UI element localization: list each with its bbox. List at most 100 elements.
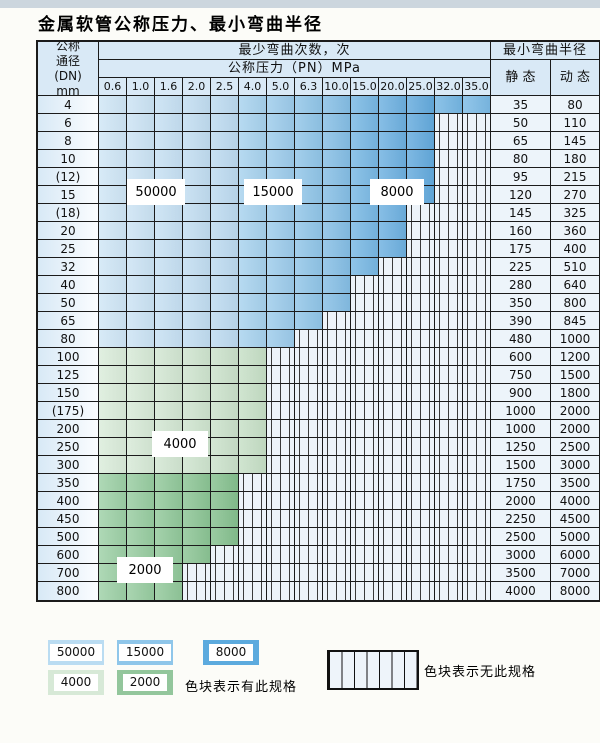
spec-cell — [99, 366, 127, 384]
no-spec-hatch-cell — [267, 348, 295, 366]
no-spec-hatch-cell — [379, 546, 407, 564]
no-spec-hatch-cell — [323, 312, 351, 330]
spec-cell — [379, 150, 407, 168]
no-spec-hatch-cell — [267, 528, 295, 546]
no-spec-hatch-cell — [267, 564, 295, 582]
spec-cell — [295, 168, 323, 186]
pressure-col-header: 1.0 — [127, 78, 155, 96]
no-spec-hatch-cell — [379, 330, 407, 348]
dynamic-value: 1800 — [551, 384, 599, 402]
no-spec-hatch-cell — [267, 510, 295, 528]
no-spec-hatch-cell — [323, 348, 351, 366]
no-spec-hatch-cell — [435, 114, 463, 132]
spec-cell — [127, 294, 155, 312]
no-spec-hatch-cell — [239, 582, 267, 600]
dynamic-value: 325 — [551, 204, 599, 222]
no-spec-hatch-cell — [379, 582, 407, 600]
no-spec-hatch-cell — [295, 582, 323, 600]
no-spec-hatch-cell — [435, 132, 463, 150]
legend-swatch-50000: 50000 — [48, 640, 104, 665]
spec-cell — [267, 114, 295, 132]
no-spec-hatch-cell — [407, 366, 435, 384]
dynamic-value: 510 — [551, 258, 599, 276]
spec-cell — [155, 366, 183, 384]
static-value: 3000 — [491, 546, 551, 564]
spec-cell — [155, 492, 183, 510]
spec-cell — [127, 330, 155, 348]
legend-swatch-2000: 2000 — [117, 670, 173, 695]
spec-cell — [155, 348, 183, 366]
pressure-col-header: 20.0 — [379, 78, 407, 96]
no-spec-hatch-cell — [183, 564, 211, 582]
spec-cell — [351, 222, 379, 240]
pressure-col-header: 4.0 — [239, 78, 267, 96]
no-spec-hatch-cell — [435, 312, 463, 330]
dn-cell: 200 — [38, 420, 99, 438]
no-spec-hatch-cell — [295, 510, 323, 528]
no-spec-hatch-cell — [323, 510, 351, 528]
no-spec-hatch-cell — [351, 528, 379, 546]
no-spec-hatch-cell — [267, 402, 295, 420]
no-spec-hatch-cell — [407, 330, 435, 348]
dn-cell: 150 — [38, 384, 99, 402]
no-spec-hatch-cell — [407, 510, 435, 528]
dn-cell: 50 — [38, 294, 99, 312]
no-spec-hatch-cell — [435, 240, 463, 258]
spec-cell — [239, 330, 267, 348]
spec-cell — [99, 438, 127, 456]
legend-label-15000: 15000 — [118, 643, 172, 662]
no-spec-hatch-cell — [407, 456, 435, 474]
legend-hatch-swatch — [327, 650, 419, 690]
no-spec-hatch-cell — [351, 546, 379, 564]
spec-cell — [127, 348, 155, 366]
spec-cell — [211, 240, 239, 258]
spec-cell — [239, 204, 267, 222]
dn-cell: 700 — [38, 564, 99, 582]
spec-cell — [127, 420, 155, 438]
spec-cell — [351, 114, 379, 132]
cycles-label-50000: 50000 — [127, 179, 185, 205]
bend-times-header: 最少弯曲次数，次 — [99, 42, 491, 60]
spec-cell — [239, 240, 267, 258]
no-spec-hatch-cell — [379, 474, 407, 492]
no-spec-hatch-cell — [379, 348, 407, 366]
no-spec-hatch-cell — [351, 348, 379, 366]
spec-cell — [183, 402, 211, 420]
spec-cell — [267, 312, 295, 330]
no-spec-hatch-cell — [295, 546, 323, 564]
dn-cell: 40 — [38, 276, 99, 294]
no-spec-hatch-cell — [351, 510, 379, 528]
no-spec-hatch-cell — [463, 528, 491, 546]
no-spec-hatch-cell — [351, 420, 379, 438]
spec-cell — [183, 150, 211, 168]
spec-cell — [155, 582, 183, 600]
no-spec-hatch-cell — [267, 474, 295, 492]
no-spec-hatch-cell — [267, 366, 295, 384]
spec-cell — [155, 294, 183, 312]
no-spec-hatch-cell — [323, 330, 351, 348]
spec-cell — [239, 438, 267, 456]
no-spec-hatch-cell — [463, 402, 491, 420]
spec-cell — [211, 438, 239, 456]
no-spec-hatch-cell — [351, 456, 379, 474]
spec-cell — [127, 528, 155, 546]
spec-cell — [239, 222, 267, 240]
static-value: 65 — [491, 132, 551, 150]
spec-cell — [239, 96, 267, 114]
spec-cell — [267, 258, 295, 276]
dynamic-value: 4500 — [551, 510, 599, 528]
spec-cell — [239, 402, 267, 420]
spec-cell — [183, 312, 211, 330]
pressure-col-header: 32.0 — [435, 78, 463, 96]
spec-cell — [183, 456, 211, 474]
spec-cell — [127, 582, 155, 600]
no-spec-hatch-cell — [267, 384, 295, 402]
spec-cell — [351, 150, 379, 168]
no-spec-hatch-cell — [435, 474, 463, 492]
spec-cell — [323, 240, 351, 258]
legend-label-2000: 2000 — [122, 673, 168, 692]
dynamic-value: 800 — [551, 294, 599, 312]
no-spec-hatch-cell — [407, 312, 435, 330]
no-spec-hatch-cell — [435, 546, 463, 564]
no-spec-hatch-cell — [379, 492, 407, 510]
